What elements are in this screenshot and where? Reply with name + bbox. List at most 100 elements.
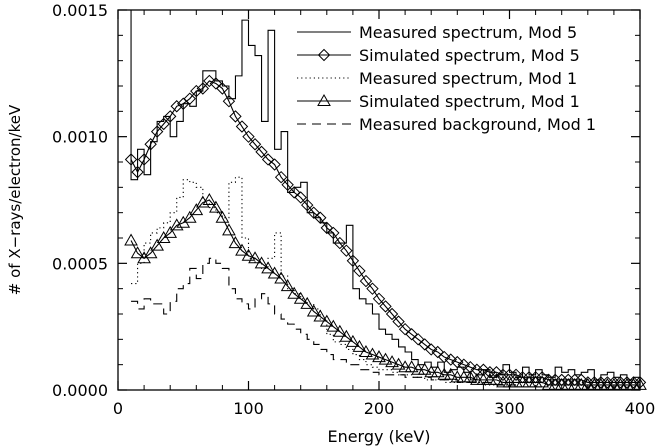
y-axis-label: # of X−rays/electron/keV	[6, 104, 24, 295]
data-point	[627, 376, 640, 389]
data-point	[300, 296, 315, 309]
data-point	[503, 368, 516, 382]
y-tick-label: 0.0010	[52, 128, 108, 147]
data-point	[235, 120, 249, 133]
data-point	[229, 110, 242, 123]
axes-layer: 0 100 200 300 400 0.0000 0.0005 0.0010 0.0015	[52, 1, 655, 418]
data-point	[424, 343, 438, 356]
data-point	[417, 362, 432, 375]
data-point	[137, 153, 151, 166]
data-point	[261, 261, 275, 274]
data-point	[327, 226, 340, 240]
data-point	[241, 248, 256, 261]
data-point	[418, 338, 431, 351]
data-point	[366, 282, 379, 295]
data-point	[333, 236, 347, 250]
data-point	[189, 203, 204, 216]
data-point	[143, 246, 158, 259]
data-point	[274, 170, 288, 184]
x-tick-label: 400	[625, 399, 656, 418]
data-point	[430, 365, 445, 378]
data-point	[352, 339, 367, 352]
data-point	[281, 178, 294, 192]
data-point	[326, 319, 341, 332]
y-tick-label: 0.0015	[52, 1, 108, 20]
data-point	[411, 333, 425, 346]
data-point	[248, 138, 262, 151]
data-point	[202, 192, 217, 205]
data-point	[456, 370, 471, 383]
data-point	[287, 286, 302, 299]
data-point	[379, 300, 392, 313]
data-point	[620, 376, 634, 389]
legend-label: Measured spectrum, Mod 5	[359, 23, 577, 42]
data-point	[404, 360, 419, 373]
data-point	[195, 195, 210, 208]
data-point	[130, 246, 145, 259]
data-point	[320, 221, 334, 235]
data-point	[391, 357, 406, 370]
x-tick-label: 100	[233, 399, 264, 418]
data-point	[451, 355, 464, 369]
data-point	[169, 218, 184, 231]
legend-marker	[317, 48, 331, 62]
data-point	[196, 82, 210, 95]
data-point	[182, 210, 197, 223]
series-layer	[124, 9, 647, 390]
y-tick-label: 0.0005	[52, 254, 108, 273]
data-point	[614, 376, 627, 389]
legend-label: Simulated spectrum, Mod 1	[359, 92, 580, 111]
data-point	[340, 244, 353, 257]
data-point	[353, 264, 366, 278]
data-point	[124, 233, 138, 246]
data-point	[372, 292, 386, 306]
data-point	[313, 309, 328, 322]
legend-item-measured-background-mod-1: Measured background, Mod 1	[297, 115, 596, 134]
data-point	[255, 145, 268, 159]
data-point	[385, 355, 399, 368]
data-point	[242, 130, 255, 143]
data-point	[150, 125, 164, 138]
data-point	[457, 358, 471, 371]
data-point	[483, 366, 497, 379]
data-point	[216, 82, 229, 95]
data-point	[385, 307, 399, 321]
series-line-measured-spectrum-mod-1	[131, 176, 517, 386]
data-point	[209, 200, 223, 213]
data-point	[490, 366, 503, 379]
legend-item-measured-spectrum-mod-1: Measured spectrum, Mod 1	[297, 69, 577, 88]
data-point	[464, 360, 477, 374]
series-simulated-spectrum-mod-1	[124, 192, 647, 390]
data-point	[170, 100, 183, 113]
data-point	[398, 322, 412, 336]
data-point	[346, 334, 360, 347]
data-point	[301, 198, 314, 212]
data-point	[339, 329, 354, 342]
data-point	[594, 376, 608, 389]
data-point	[332, 324, 347, 337]
data-point	[588, 376, 601, 389]
data-point	[392, 315, 405, 328]
data-point	[443, 367, 458, 380]
data-point	[235, 243, 249, 256]
legend-label: Measured spectrum, Mod 1	[359, 69, 577, 88]
data-point	[215, 210, 230, 223]
legend: Measured spectrum, Mod 5 Simulated spectr…	[297, 23, 596, 134]
data-point	[268, 158, 281, 171]
data-point	[438, 350, 451, 364]
legend-marker	[317, 93, 331, 106]
data-point	[444, 353, 457, 366]
data-point	[163, 110, 177, 123]
data-point	[365, 347, 380, 360]
data-point	[601, 376, 614, 389]
data-point	[293, 291, 308, 304]
data-point	[359, 274, 373, 288]
data-point	[222, 94, 236, 108]
data-point	[405, 328, 418, 341]
data-point	[477, 363, 490, 376]
legend-label: Measured background, Mod 1	[359, 115, 596, 134]
data-point	[144, 138, 157, 151]
data-point	[319, 314, 334, 327]
data-point	[190, 84, 203, 98]
data-point	[203, 74, 216, 88]
